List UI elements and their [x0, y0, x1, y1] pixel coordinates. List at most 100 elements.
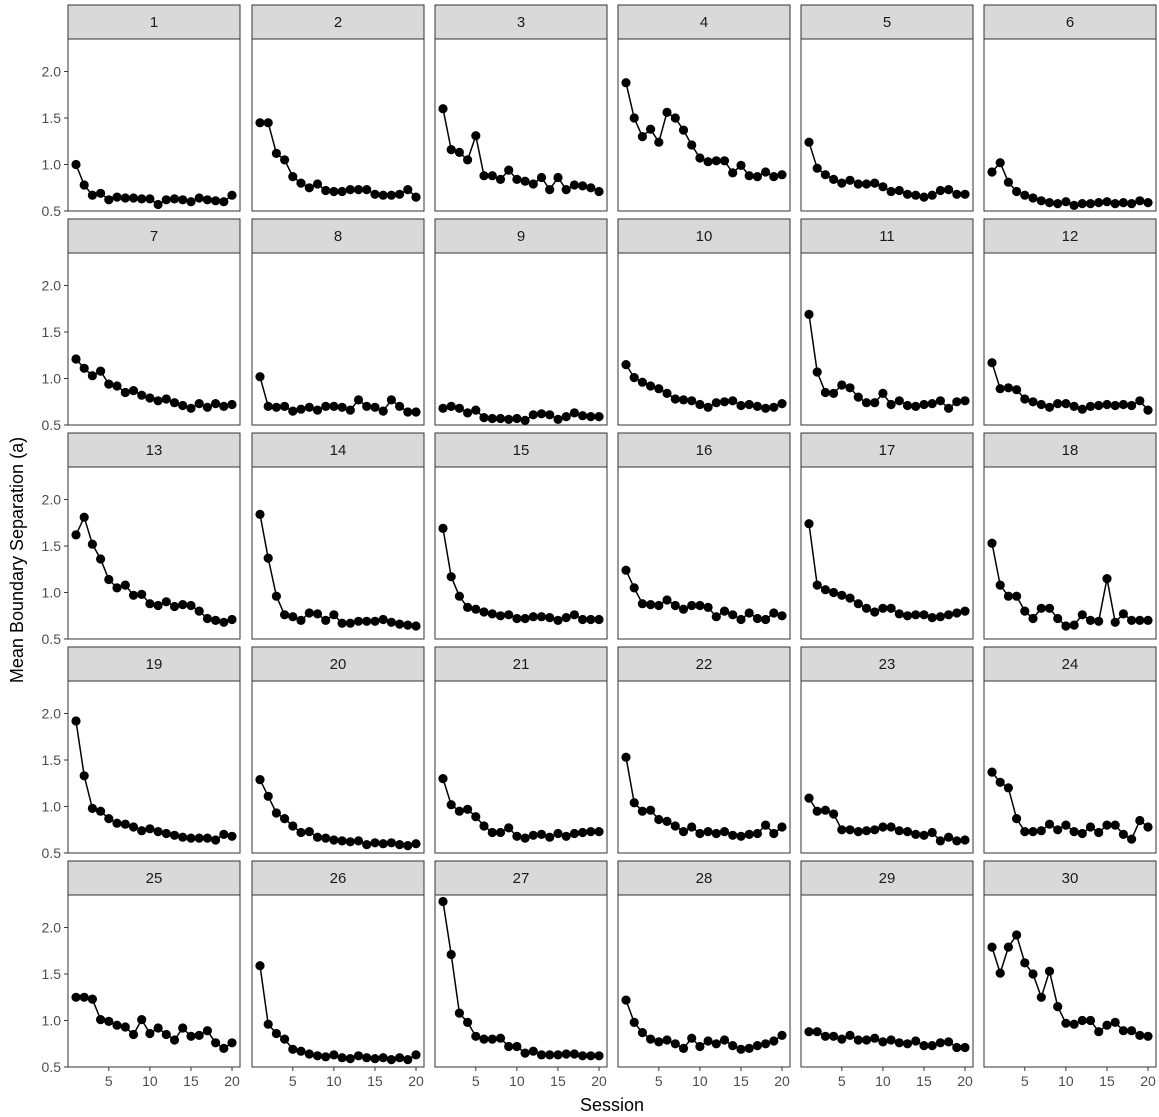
data-point [96, 366, 106, 376]
data-point [761, 1039, 771, 1049]
data-point [337, 1053, 347, 1063]
data-point [678, 125, 689, 135]
data-point [178, 400, 188, 411]
data-point [378, 614, 388, 625]
y-axis-title: Mean Boundary Separation (a) [7, 437, 27, 683]
data-point [504, 823, 514, 833]
data-point [479, 413, 489, 423]
data-point [886, 186, 896, 197]
data-point [520, 833, 530, 843]
data-point [553, 414, 563, 424]
data-point [194, 399, 204, 409]
data-point [1069, 827, 1079, 837]
data-point [662, 816, 672, 827]
data-point [211, 1038, 221, 1048]
data-point [463, 408, 473, 418]
data-point [386, 838, 396, 848]
data-point [1036, 826, 1046, 836]
data-point [312, 405, 323, 415]
y-tick-label: 1.0 [42, 157, 62, 173]
data-point [288, 612, 298, 622]
data-point [438, 896, 448, 907]
data-point [878, 603, 888, 613]
data-point [687, 600, 697, 611]
data-point [104, 574, 114, 585]
data-point [504, 610, 514, 620]
panel-strip-label: 13 [146, 442, 163, 459]
x-tick-label: 5 [105, 1073, 113, 1089]
data-point [1061, 820, 1071, 830]
data-point [769, 172, 779, 182]
panel-plot-area [434, 466, 608, 640]
data-point [578, 411, 588, 421]
panel-plot-area [251, 894, 425, 1068]
data-point [386, 190, 396, 200]
y-tick-label: 0.5 [42, 1059, 62, 1075]
data-point [1118, 609, 1128, 619]
panel-plot-area [800, 252, 974, 426]
data-point [769, 1036, 779, 1046]
data-point [169, 194, 180, 204]
x-tick-label: 20 [591, 1073, 607, 1089]
data-point [927, 399, 937, 409]
data-point [312, 1051, 323, 1061]
data-point [952, 397, 962, 407]
data-point [804, 793, 814, 803]
data-point [886, 603, 896, 613]
data-point [512, 831, 522, 841]
data-point [487, 171, 497, 181]
y-tick-label: 1.5 [42, 538, 62, 554]
data-point [1085, 615, 1096, 626]
data-point [621, 995, 631, 1005]
panel-plot-area [67, 894, 241, 1068]
data-point [1044, 198, 1055, 208]
panel-plot-area [67, 680, 241, 854]
data-point [578, 181, 588, 191]
data-point [586, 614, 596, 625]
data-point [995, 158, 1005, 168]
data-point [495, 1033, 506, 1043]
x-tick-label: 15 [183, 1073, 199, 1089]
data-point [1036, 603, 1046, 613]
x-tick-label: 20 [224, 1073, 240, 1089]
data-point [378, 406, 388, 416]
y-tick-label: 1.5 [42, 752, 62, 768]
panel-strip-label: 23 [879, 656, 896, 673]
facet-panels: 10.51.01.52.02 3 4 5 670.51.01.52.08 9 10 11 121… [42, 4, 1157, 1089]
data-point [919, 830, 929, 840]
data-point [927, 190, 937, 200]
panel-25: 25 0.5 1.0 1.5 2.0 5 10 15 20 [42, 860, 241, 1089]
data-point [304, 827, 314, 837]
data-point [471, 131, 481, 141]
data-point [569, 828, 580, 839]
data-point [112, 583, 122, 593]
panel-18: 18 [983, 432, 1157, 640]
data-point [219, 197, 229, 207]
data-point [1110, 400, 1120, 411]
panel-strip-label: 28 [696, 870, 713, 887]
data-point [637, 377, 648, 387]
data-point [919, 399, 929, 410]
data-point [471, 405, 481, 415]
data-point [935, 836, 946, 846]
panel-plot-area [251, 466, 425, 640]
data-point [878, 182, 888, 192]
data-point [837, 825, 847, 835]
panel-strip [251, 218, 425, 254]
panel-strip [67, 646, 241, 682]
data-point [1085, 199, 1096, 209]
panel-strip [800, 218, 974, 254]
data-point [629, 113, 639, 123]
data-point [911, 829, 921, 840]
y-tick-label: 1.5 [42, 110, 62, 126]
data-point [1028, 969, 1038, 979]
panel-strip-label: 30 [1062, 870, 1079, 887]
data-point [495, 174, 506, 184]
data-point [353, 616, 364, 626]
data-point [870, 825, 880, 835]
panel-17: 17 [800, 432, 974, 640]
data-point [561, 412, 571, 422]
panel-9: 9 [434, 218, 608, 426]
data-point [812, 580, 822, 590]
panel-strip [800, 646, 974, 682]
